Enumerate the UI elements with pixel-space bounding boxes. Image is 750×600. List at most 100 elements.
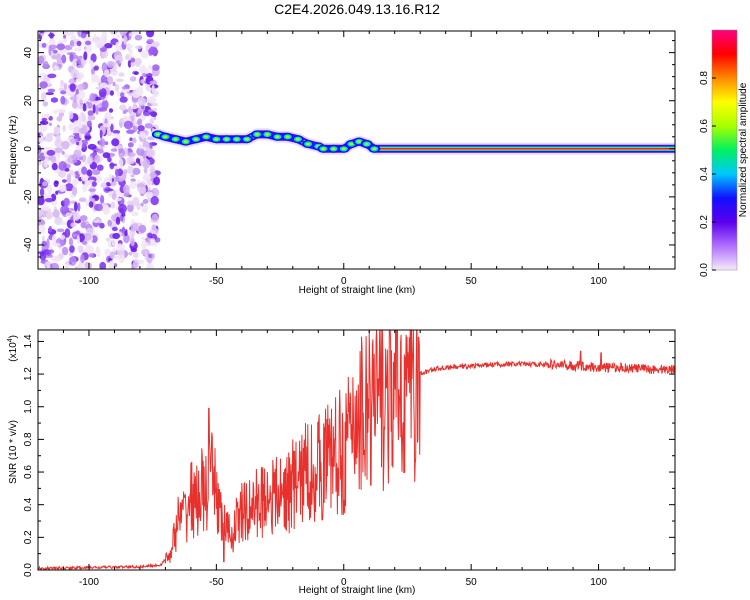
noise-blob	[71, 178, 79, 186]
noise-blob	[81, 166, 88, 175]
carrier-blob	[155, 133, 160, 136]
noise-blob	[88, 253, 94, 258]
colorbar-tick-label: 0.6	[699, 119, 710, 133]
carrier-blob	[244, 137, 249, 141]
noise-blob	[112, 232, 120, 240]
noise-blob	[69, 111, 74, 120]
noise-blob	[138, 224, 147, 234]
noise-blob	[78, 90, 86, 99]
noise-blob	[129, 137, 133, 142]
noise-blob	[130, 115, 135, 122]
noise-blob	[101, 99, 109, 110]
noise-blob	[42, 181, 48, 187]
noise-blob	[132, 137, 137, 144]
noise-blob	[38, 55, 45, 64]
noise-blob	[61, 140, 70, 150]
noise-blob	[108, 84, 112, 89]
noise-blob	[83, 233, 92, 241]
noise-blob	[107, 219, 112, 227]
noise-blob	[96, 248, 101, 258]
noise-blob	[111, 133, 120, 137]
noise-blob	[149, 142, 153, 150]
snr-x-tick-label: 0	[341, 577, 347, 588]
noise-blob	[77, 202, 81, 212]
noise-blob	[130, 61, 137, 67]
carrier-blob	[295, 137, 300, 141]
noise-blob	[140, 79, 146, 84]
noise-blob	[109, 90, 115, 96]
noise-blob	[126, 160, 135, 165]
noise-blob	[147, 64, 153, 71]
noise-blob	[78, 197, 87, 203]
noise-blob	[95, 105, 99, 115]
noise-blob	[62, 125, 66, 132]
noise-blob	[147, 87, 152, 92]
noise-blob	[139, 114, 146, 122]
colorbar-label: Normalized spectral amplitude	[738, 82, 749, 217]
noise-blob	[123, 35, 128, 45]
noise-blob	[73, 149, 82, 158]
noise-blob	[72, 159, 78, 163]
noise-blob	[102, 152, 111, 159]
noise-blob	[112, 129, 121, 135]
spectrogram-y-axis-label: Frequency (Hz)	[8, 116, 19, 185]
carrier-blob	[364, 142, 369, 146]
carrier-blob	[349, 142, 354, 146]
noise-blob	[91, 169, 101, 176]
noise-blob	[48, 44, 58, 50]
colorbar-tick-label: 0.8	[699, 71, 710, 85]
spectrogram-y-tick-label: -20	[23, 189, 34, 204]
snr-y-tick-label: 1.2	[23, 367, 34, 381]
noise-blob	[104, 43, 113, 49]
noise-blob	[132, 88, 141, 99]
noise-blob	[72, 126, 81, 134]
snr-y-tick-label: 0.8	[23, 432, 34, 446]
spectrogram-x-tick-label: -100	[79, 276, 99, 287]
spectrogram-panel: -100 -50 0 50 100 40 20 0 -20 -40 Height of stra…	[8, 30, 676, 296]
noise-blob	[51, 200, 58, 206]
noise-blob	[89, 196, 93, 203]
noise-blob	[119, 31, 127, 37]
noise-blob	[142, 158, 151, 169]
noise-blob	[118, 203, 127, 214]
noise-blob	[50, 97, 59, 103]
colorbar-gradient	[712, 30, 737, 270]
noise-blob	[123, 169, 128, 175]
noise-blob	[140, 50, 149, 59]
noise-blob	[135, 157, 140, 164]
noise-blob	[54, 139, 64, 148]
noise-blob	[41, 91, 47, 102]
noise-blob	[70, 31, 75, 35]
noise-blob	[149, 165, 156, 174]
noise-blob	[135, 45, 142, 50]
noise-blob	[83, 261, 92, 269]
noise-blob	[91, 235, 98, 244]
noise-blob	[115, 216, 121, 225]
noise-blob	[151, 213, 159, 222]
noise-blob	[73, 47, 81, 52]
noise-blob	[127, 59, 132, 68]
noise-blob	[111, 226, 118, 232]
noise-blob	[47, 80, 51, 87]
noise-blob	[86, 120, 92, 128]
noise-blob	[115, 41, 119, 52]
snr-series-line	[38, 330, 675, 570]
noise-blob	[97, 149, 104, 154]
noise-blob	[128, 49, 134, 55]
carrier-blob	[331, 147, 336, 151]
noise-blob	[38, 160, 43, 166]
noise-blob	[146, 31, 155, 38]
noise-blob	[142, 199, 149, 204]
snr-x-tick-label: -50	[209, 577, 224, 588]
noise-blob	[51, 55, 57, 60]
noise-blob	[141, 248, 150, 256]
noise-blob	[60, 221, 67, 226]
noise-blob	[60, 205, 70, 215]
spectrogram-carrier-track	[151, 128, 675, 155]
noise-blob	[76, 40, 82, 47]
noise-blob	[131, 211, 139, 217]
snr-scale-label: (x104)	[7, 335, 19, 362]
noise-blob	[38, 224, 46, 235]
noise-blob	[70, 222, 77, 228]
spectrogram-y-tick-label: -40	[23, 237, 34, 252]
